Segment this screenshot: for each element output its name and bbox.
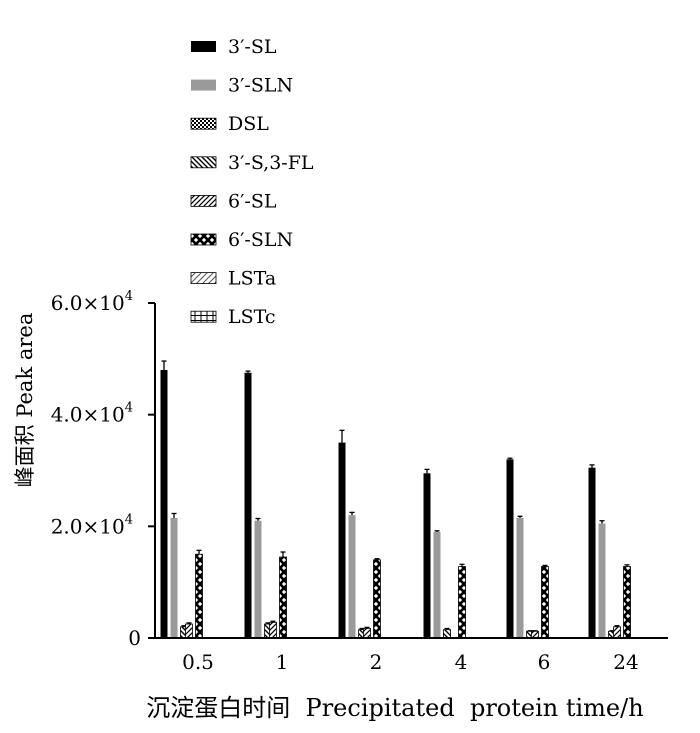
legend-entry: 6′-SLN [228,229,293,251]
legend-entry: LSTa [228,268,276,290]
legend-entry: DSL [228,113,269,135]
legend-entry: 3′-SLN [228,75,293,97]
x-tick-label: 0.5 [182,650,214,674]
x-tick-label: 24 [613,650,638,674]
legend-entry: 6′-SL [228,190,277,212]
bar-6′-SLN-1 [279,556,287,639]
bars [160,360,631,639]
y-tick-label: 6.0×104 [51,289,133,315]
legend-swatch [190,117,217,130]
x-tick-label: 2 [370,650,383,674]
legend-entry: LSTc [228,306,275,328]
bar-3′-SL-0.5 [160,370,168,638]
y-axis: 0 2.0×104 4.0×104 6.0×104 [51,289,155,650]
legend-swatch [190,156,217,169]
bar-6′-SLN-0.5 [195,553,203,639]
y-tick-label: 4.0×104 [51,401,133,427]
legend-swatch [190,272,217,285]
legend-swatch [190,310,217,323]
legend-entry: 3′-S,3-FL [228,152,314,174]
legend-entry: 3′-SL [228,36,277,58]
legend: 3′-SL 3′-SLN DSL 3′-S,3-FL 6′-SL 6′-SLN LSTa LS… [190,36,314,328]
bar-3′-SL-24 [588,467,596,638]
legend-swatch [191,79,216,91]
bar-6′-SLN-24 [623,566,631,639]
bar-3′-SL-6 [506,459,514,638]
bar-3′-SL-2 [338,442,346,638]
bar-3′-SLN-24 [598,523,606,638]
x-tick-label: 4 [455,650,468,674]
bar-6′-SL-2 [363,628,371,639]
x-axis-title: 沉淀蛋白时间 Precipitated protein time/h [146,694,643,722]
x-axis: 0.5 1 2 4 6 24 [182,650,639,674]
y-tick-label: 2.0×104 [51,512,133,538]
x-tick-label: 6 [538,650,551,674]
legend-swatch [190,194,217,207]
bar-6′-SL-1 [269,621,277,639]
bar-3′-SL-1 [244,372,252,638]
bar-6′-SL-0.5 [185,623,193,639]
bar-3′-SLN-1 [254,520,262,638]
bar-3′-SLN-0.5 [170,517,178,638]
bar-6′-SL-6 [531,630,539,639]
bar-3′-SLN-4 [433,531,441,638]
y-axis-title: 峰面积 Peak area [13,313,37,488]
bar-6′-SL-24 [613,626,621,639]
bar-6′-SLN-4 [458,566,466,639]
bar-3′-S,3-FL-4 [443,629,451,639]
bar-3′-SLN-6 [516,517,524,638]
x-tick-label: 1 [276,650,289,674]
legend-swatch [191,41,216,52]
bar-6′-SLN-2 [373,559,381,639]
bar-6′-SLN-6 [541,566,549,639]
bar-3′-SLN-2 [348,515,356,638]
legend-swatch [190,233,217,246]
y-tick-label: 0 [128,626,141,650]
bar-3′-SL-4 [423,473,431,638]
